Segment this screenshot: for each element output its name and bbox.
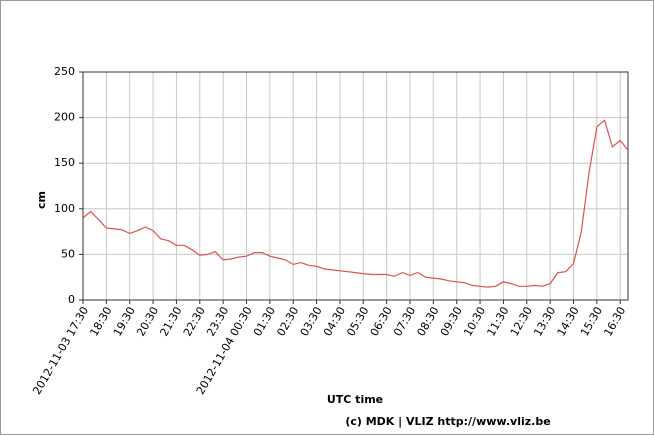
y-tick-label: 250 [54,65,75,78]
y-tick-label: 150 [54,156,75,169]
y-tick-label: 50 [61,247,75,260]
x-axis-label: UTC time [327,393,383,406]
credit: (c) MDK | VLIZ http://www.vliz.be [345,415,550,428]
y-axis-label: cm [35,191,48,209]
plot-border [82,71,629,301]
data-line [82,119,629,288]
y-tick-label: 100 [54,202,75,215]
y-tick-label: 200 [54,111,75,124]
y-tick-label: 0 [68,293,75,306]
